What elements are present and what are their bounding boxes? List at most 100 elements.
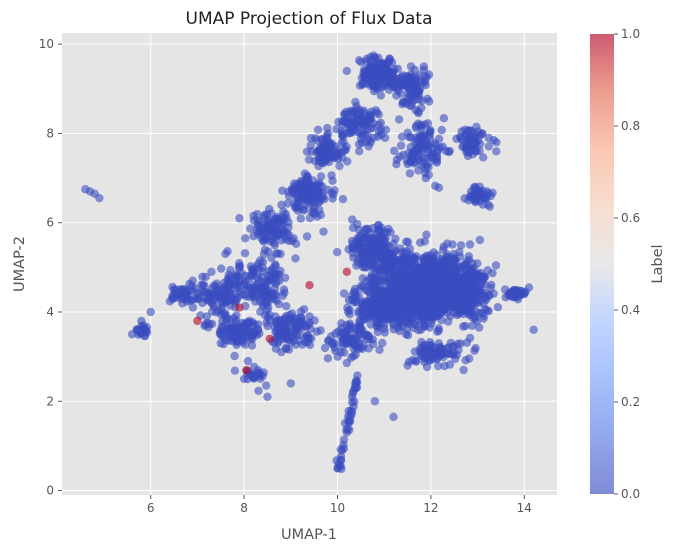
cloud-point — [376, 91, 386, 100]
cloud-point — [380, 247, 389, 257]
cloud-point — [422, 251, 431, 260]
cloud-point — [246, 224, 255, 233]
cloud-point — [339, 289, 349, 298]
cloud-point — [481, 194, 490, 203]
data-point-label-0 — [221, 249, 230, 259]
cloud-point — [455, 132, 465, 142]
plot-area — [62, 33, 557, 495]
cloud-point — [413, 89, 422, 98]
cloud-point — [394, 256, 403, 265]
cloud-point — [437, 350, 446, 359]
cloud-point — [247, 341, 257, 350]
cloud-point — [391, 306, 401, 315]
colorbar-label: Label — [650, 244, 666, 283]
cloud-point — [259, 236, 268, 245]
data-point-label-0 — [520, 289, 529, 299]
colorbar-gradient — [590, 34, 614, 494]
cloud-point — [289, 234, 298, 243]
cloud-point — [423, 119, 433, 128]
cloud-point — [355, 235, 365, 244]
cloud-point — [341, 339, 350, 349]
cloud-point — [414, 95, 424, 104]
data-point-label-0 — [426, 285, 436, 294]
data-point-label-0 — [146, 307, 155, 317]
cloud-point — [397, 316, 407, 325]
cloud-point — [434, 324, 443, 333]
cloud-point — [473, 191, 482, 200]
cloud-point — [270, 240, 279, 250]
cloud-point — [201, 272, 210, 282]
colorbar-tick-label: 1.0 — [621, 27, 640, 41]
cloud-point — [254, 386, 263, 395]
cloud-point — [467, 321, 477, 330]
cloud-point — [258, 257, 268, 267]
data-point-label-0 — [328, 339, 338, 348]
cloud-point — [479, 153, 488, 162]
x-tick-label: 14 — [517, 501, 532, 515]
cloud-point — [248, 287, 257, 296]
cloud-point — [388, 256, 397, 266]
cloud-point — [363, 253, 373, 262]
data-point-label-0 — [333, 464, 342, 473]
x-tick-label: 10 — [330, 501, 345, 515]
cloud-point — [410, 65, 419, 75]
cloud-point — [475, 235, 485, 245]
y-tick-label: 0 — [46, 484, 54, 498]
cloud-point — [253, 279, 262, 289]
x-tick-label: 6 — [147, 501, 155, 515]
cloud-point — [425, 338, 435, 347]
cloud-point — [355, 147, 364, 156]
cloud-point — [444, 317, 453, 326]
cloud-point — [484, 133, 493, 143]
cloud-point — [395, 265, 405, 275]
cloud-point — [302, 232, 312, 241]
colorbar-tick-label: 0.0 — [621, 487, 640, 501]
cloud-point — [417, 123, 426, 133]
cloud-point — [221, 296, 230, 305]
data-point-label-0 — [529, 325, 538, 335]
y-tick-label: 8 — [46, 126, 54, 140]
data-point-label-0 — [370, 397, 380, 406]
cloud-point — [412, 306, 421, 315]
cloud-point — [256, 307, 265, 316]
cloud-point — [414, 155, 424, 165]
cloud-point — [412, 76, 421, 85]
cloud-point — [476, 268, 486, 278]
cloud-point — [403, 237, 413, 247]
data-point-label-0 — [370, 53, 380, 62]
cloud-point — [405, 132, 414, 142]
cloud-point — [343, 114, 353, 123]
cloud-point — [347, 353, 356, 362]
data-point-label-0 — [179, 294, 188, 303]
data-point-label-0 — [95, 193, 104, 203]
data-point-label-0 — [300, 169, 310, 178]
cloud-point — [408, 313, 417, 323]
cloud-point — [364, 331, 374, 340]
cloud-point — [338, 130, 347, 139]
cloud-point — [267, 266, 276, 276]
cloud-point — [358, 274, 367, 283]
cloud-point — [456, 241, 466, 250]
cloud-point — [356, 246, 366, 256]
cloud-point — [333, 352, 342, 361]
cloud-point — [462, 272, 471, 281]
cloud-point — [471, 184, 480, 193]
cloud-point — [424, 70, 434, 79]
cloud-point — [430, 263, 439, 272]
cloud-point — [258, 267, 267, 276]
cloud-point — [423, 312, 433, 321]
point-cloud — [132, 51, 530, 474]
cloud-point — [439, 245, 448, 254]
data-point-label-1 — [265, 334, 275, 343]
cloud-point — [487, 280, 496, 289]
cloud-point — [283, 199, 292, 208]
cloud-point — [366, 312, 376, 321]
cloud-point — [374, 276, 383, 285]
cloud-point — [470, 275, 479, 285]
x-axis-label: UMAP-1 — [281, 527, 337, 543]
cloud-point — [429, 149, 438, 159]
colorbar-tick-label: 0.4 — [621, 303, 640, 317]
data-point-label-0 — [202, 312, 211, 321]
cloud-point — [349, 242, 358, 252]
cloud-point — [445, 146, 454, 156]
